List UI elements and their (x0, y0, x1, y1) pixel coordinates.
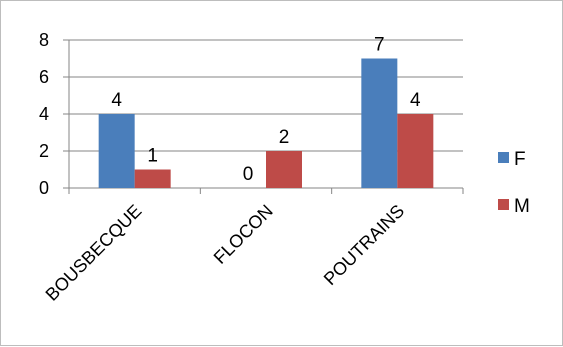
y-tick-label: 2 (39, 141, 49, 161)
bar-m-0 (134, 169, 171, 188)
category-label: POUTRAINS (320, 201, 408, 289)
bar-f-2 (361, 58, 398, 188)
legend-label: M (514, 196, 530, 217)
y-tick-label: 8 (39, 30, 49, 50)
bar-m-2 (397, 114, 434, 188)
legend-swatch (498, 199, 509, 210)
legend-swatch (498, 152, 509, 163)
data-label: 2 (279, 127, 290, 148)
bar-f-0 (98, 114, 135, 188)
legend-label: F (514, 149, 526, 170)
data-label: 4 (111, 90, 122, 111)
y-tick-label: 6 (39, 67, 49, 87)
category-label: FLOCON (210, 201, 277, 268)
bar-m-1 (266, 151, 302, 188)
data-label: 0 (243, 164, 254, 185)
y-tick-label: 0 (39, 178, 49, 198)
data-label: 1 (147, 146, 158, 167)
category-label: BOUSBECQUE (42, 201, 146, 305)
data-label: 7 (374, 35, 385, 56)
y-tick-label: 4 (39, 104, 49, 124)
data-label: 4 (410, 90, 421, 111)
